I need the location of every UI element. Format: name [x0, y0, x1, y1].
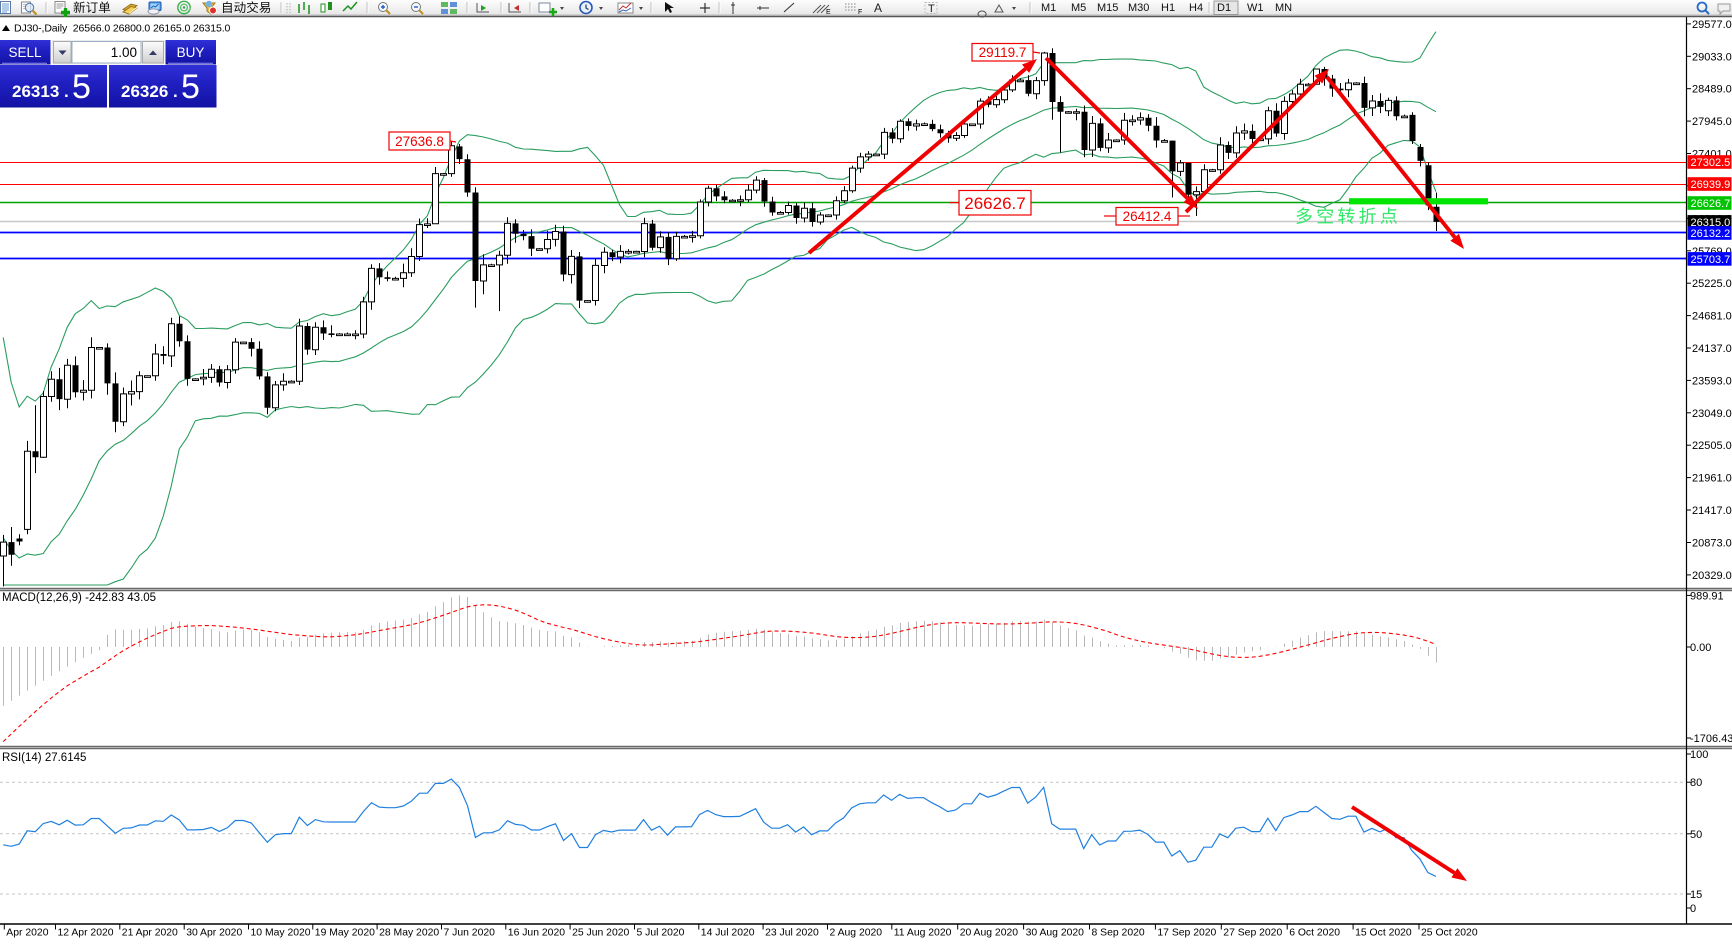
svg-text:Apr 2020: Apr 2020 [6, 928, 48, 939]
svg-text:26626.7: 26626.7 [964, 194, 1025, 213]
svg-text:F: F [858, 9, 862, 16]
svg-text:A: A [874, 1, 882, 15]
svg-text:25225.0: 25225.0 [1692, 278, 1732, 290]
svg-text:.: . [173, 82, 178, 101]
svg-text:10 May 2020: 10 May 2020 [251, 928, 311, 939]
svg-text:M1: M1 [1041, 2, 1056, 14]
svg-text:20 Aug 2020: 20 Aug 2020 [960, 928, 1019, 939]
svg-text:23593.0: 23593.0 [1692, 375, 1732, 387]
svg-text:M5: M5 [1071, 2, 1086, 14]
svg-text:29119.7: 29119.7 [979, 45, 1027, 60]
svg-text:1.00: 1.00 [111, 45, 137, 60]
svg-text:989.91: 989.91 [1690, 590, 1724, 602]
svg-text:26412.4: 26412.4 [1123, 209, 1172, 224]
svg-text:29033.0: 29033.0 [1692, 51, 1732, 63]
svg-text:26626.7: 26626.7 [1691, 198, 1731, 210]
svg-text:MN: MN [1275, 2, 1292, 14]
svg-text:7 Jun 2020: 7 Jun 2020 [444, 928, 496, 939]
svg-text:23 Jul 2020: 23 Jul 2020 [765, 928, 819, 939]
svg-text:26313: 26313 [12, 82, 59, 101]
svg-text:17 Sep 2020: 17 Sep 2020 [1157, 928, 1216, 939]
svg-text:T: T [928, 3, 935, 15]
svg-text:H4: H4 [1189, 2, 1203, 14]
svg-text:M30: M30 [1128, 2, 1149, 14]
svg-text:15 Oct 2020: 15 Oct 2020 [1355, 928, 1412, 939]
svg-text:24681.0: 24681.0 [1692, 311, 1732, 323]
svg-text:28489.0: 28489.0 [1692, 84, 1732, 96]
svg-text:27636.8: 27636.8 [395, 134, 444, 149]
svg-text:RSI(14) 27.6145: RSI(14) 27.6145 [2, 752, 86, 764]
svg-text:50: 50 [1690, 829, 1702, 841]
svg-text:23049.0: 23049.0 [1692, 408, 1732, 420]
svg-text:SELL: SELL [8, 45, 42, 60]
svg-text:0: 0 [1690, 903, 1696, 915]
svg-text:5: 5 [181, 68, 200, 106]
svg-text:D1: D1 [1217, 2, 1231, 14]
svg-text:22505.0: 22505.0 [1692, 440, 1732, 452]
svg-text:100: 100 [1690, 749, 1708, 761]
svg-text:27 Sep 2020: 27 Sep 2020 [1223, 928, 1282, 939]
svg-text:21 Apr 2020: 21 Apr 2020 [122, 928, 178, 939]
svg-text:80: 80 [1690, 777, 1702, 789]
svg-text:0.00: 0.00 [1690, 642, 1711, 654]
svg-text:26315.0: 26315.0 [1691, 217, 1731, 229]
svg-text:DJ30-,Daily 26566.0 26800.0 2: DJ30-,Daily 26566.0 26800.0 26165.0 2631… [14, 23, 231, 35]
svg-text:15: 15 [1690, 889, 1702, 901]
svg-text:2 Aug 2020: 2 Aug 2020 [830, 928, 883, 939]
svg-text:E: E [826, 9, 831, 16]
svg-text:11 Aug 2020: 11 Aug 2020 [894, 928, 952, 939]
svg-text:26939.9: 26939.9 [1691, 179, 1731, 191]
svg-text:26132.2: 26132.2 [1691, 228, 1731, 240]
svg-text:21961.0: 21961.0 [1692, 473, 1732, 485]
svg-text:25769.0: 25769.0 [1692, 246, 1732, 258]
svg-text:30 Apr 2020: 30 Apr 2020 [186, 928, 242, 939]
svg-text:MACD(12,26,9) -242.83 43.05: MACD(12,26,9) -242.83 43.05 [2, 592, 156, 604]
svg-text:20329.0: 20329.0 [1692, 570, 1732, 582]
svg-text:12 Apr 2020: 12 Apr 2020 [58, 928, 114, 939]
svg-text:5 Jul 2020: 5 Jul 2020 [637, 928, 685, 939]
svg-text:8 Sep 2020: 8 Sep 2020 [1092, 928, 1145, 939]
svg-text:M15: M15 [1097, 2, 1118, 14]
svg-text:26326: 26326 [121, 82, 168, 101]
svg-text:27302.5: 27302.5 [1691, 157, 1731, 169]
svg-text:-1706.43: -1706.43 [1690, 733, 1732, 745]
svg-text:30 Aug 2020: 30 Aug 2020 [1026, 928, 1085, 939]
svg-text:19 May 2020: 19 May 2020 [315, 928, 375, 939]
svg-text:5: 5 [72, 68, 91, 106]
svg-text:28 May 2020: 28 May 2020 [379, 928, 439, 939]
svg-text:25 Jun 2020: 25 Jun 2020 [572, 928, 629, 939]
svg-text:25 Oct 2020: 25 Oct 2020 [1421, 928, 1478, 939]
svg-text:BUY: BUY [177, 45, 205, 60]
svg-text:24137.0: 24137.0 [1692, 343, 1732, 355]
svg-text:16 Jun 2020: 16 Jun 2020 [508, 928, 565, 939]
svg-text:.: . [64, 82, 69, 101]
svg-text:14 Jul 2020: 14 Jul 2020 [701, 928, 755, 939]
svg-text:W1: W1 [1247, 2, 1264, 14]
svg-text:20873.0: 20873.0 [1692, 538, 1732, 550]
svg-text:H1: H1 [1161, 2, 1175, 14]
svg-text:25703.7: 25703.7 [1691, 254, 1731, 266]
svg-text:27945.0: 27945.0 [1692, 116, 1732, 128]
svg-text:21417.0: 21417.0 [1692, 505, 1732, 517]
svg-text:6 Oct 2020: 6 Oct 2020 [1289, 928, 1340, 939]
svg-text:29577.0: 29577.0 [1692, 19, 1732, 31]
